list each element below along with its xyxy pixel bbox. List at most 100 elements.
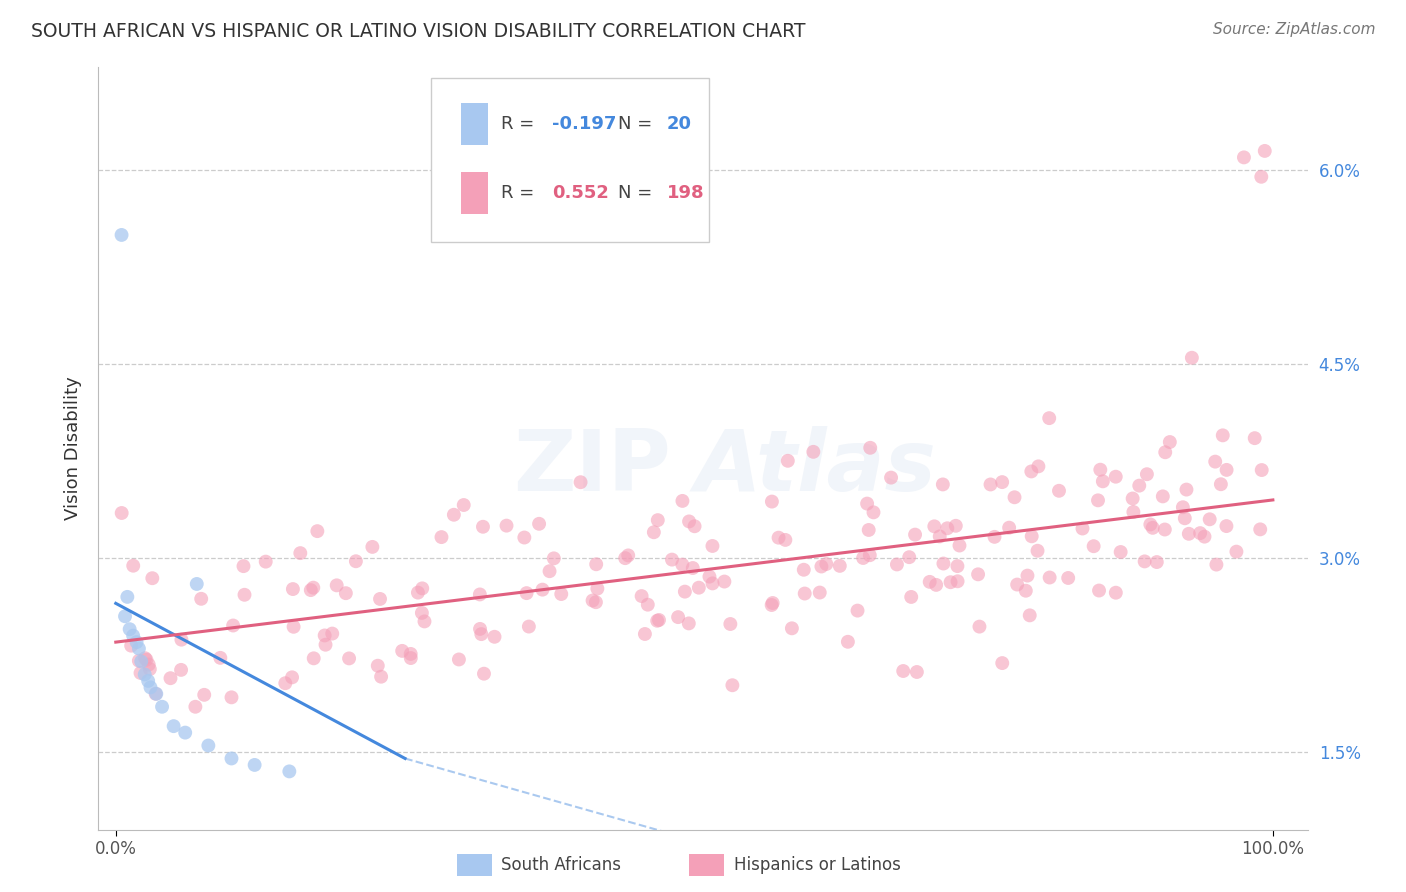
Point xyxy=(683,519,706,533)
Point xyxy=(135,653,157,667)
Point xyxy=(837,634,859,648)
Point xyxy=(337,651,360,665)
Point xyxy=(793,563,815,577)
Point xyxy=(325,578,347,592)
Point xyxy=(193,688,215,702)
Point xyxy=(114,609,136,624)
Y-axis label: Vision Disability: Vision Disability xyxy=(63,376,82,520)
Text: 0.552: 0.552 xyxy=(551,184,609,202)
Point xyxy=(983,530,1005,544)
Point xyxy=(411,582,433,596)
Point xyxy=(891,664,914,678)
Point xyxy=(1205,558,1227,572)
Point xyxy=(761,598,783,612)
Point xyxy=(543,551,565,566)
Point xyxy=(1105,585,1128,599)
Point xyxy=(447,652,470,666)
Point xyxy=(1004,490,1026,504)
Point xyxy=(1215,463,1237,477)
Point xyxy=(969,619,991,633)
Point xyxy=(1136,467,1159,482)
Point xyxy=(1109,545,1132,559)
Point xyxy=(721,678,744,692)
Point xyxy=(688,581,710,595)
Point xyxy=(793,586,815,600)
Point xyxy=(128,641,150,656)
Point xyxy=(904,527,927,541)
Point xyxy=(184,699,207,714)
Point xyxy=(852,551,875,566)
Point xyxy=(815,557,838,571)
Point xyxy=(1153,523,1175,537)
Point xyxy=(159,671,181,685)
Point xyxy=(932,477,955,491)
Point xyxy=(900,590,922,604)
Point xyxy=(1250,169,1272,184)
Point xyxy=(898,550,921,565)
Point xyxy=(1026,543,1049,558)
Point xyxy=(924,519,946,533)
Point xyxy=(859,441,882,455)
Point xyxy=(1105,469,1128,483)
Point xyxy=(1174,511,1197,525)
Point xyxy=(307,524,329,538)
Point xyxy=(302,651,325,665)
Point xyxy=(368,591,391,606)
Text: 198: 198 xyxy=(666,184,704,202)
Text: -0.197: -0.197 xyxy=(551,115,616,133)
Point xyxy=(538,564,561,578)
Point xyxy=(936,521,959,535)
Point xyxy=(411,606,433,620)
Point xyxy=(682,561,704,575)
Point xyxy=(406,585,429,599)
Point xyxy=(1015,583,1038,598)
Point xyxy=(139,662,162,676)
Text: 20: 20 xyxy=(666,115,692,133)
Point xyxy=(948,539,970,553)
Point xyxy=(1175,483,1198,497)
FancyBboxPatch shape xyxy=(461,172,488,214)
Point xyxy=(671,558,693,572)
Point xyxy=(967,567,990,582)
Point xyxy=(1005,577,1028,591)
Point xyxy=(335,586,357,600)
Point xyxy=(991,475,1014,489)
Point xyxy=(527,516,550,531)
Point xyxy=(713,574,735,589)
Point xyxy=(443,508,465,522)
Point xyxy=(648,613,671,627)
Point xyxy=(1088,583,1111,598)
Point xyxy=(859,548,882,562)
Point xyxy=(170,632,193,647)
Point xyxy=(122,629,145,643)
Point xyxy=(1021,465,1043,479)
Point xyxy=(430,530,453,544)
Point xyxy=(283,620,305,634)
Point xyxy=(221,690,243,705)
Point xyxy=(630,589,652,603)
Point xyxy=(858,523,880,537)
Point xyxy=(1225,544,1247,558)
Point xyxy=(314,628,336,642)
Point xyxy=(1028,459,1050,474)
Point xyxy=(846,604,869,618)
Point xyxy=(174,725,197,739)
Point xyxy=(702,576,724,591)
Point xyxy=(1087,493,1109,508)
Point xyxy=(918,574,941,589)
Point xyxy=(117,590,139,604)
Point xyxy=(138,657,160,672)
Point xyxy=(186,577,208,591)
Point xyxy=(472,520,495,534)
Point xyxy=(370,670,392,684)
Text: N =: N = xyxy=(619,184,658,202)
Point xyxy=(1189,526,1212,541)
Point xyxy=(361,540,384,554)
Point xyxy=(718,617,741,632)
Point xyxy=(321,626,343,640)
Point xyxy=(614,551,637,566)
Point xyxy=(661,552,683,566)
Point xyxy=(399,651,422,665)
Point xyxy=(585,558,607,572)
Point xyxy=(1128,478,1150,492)
